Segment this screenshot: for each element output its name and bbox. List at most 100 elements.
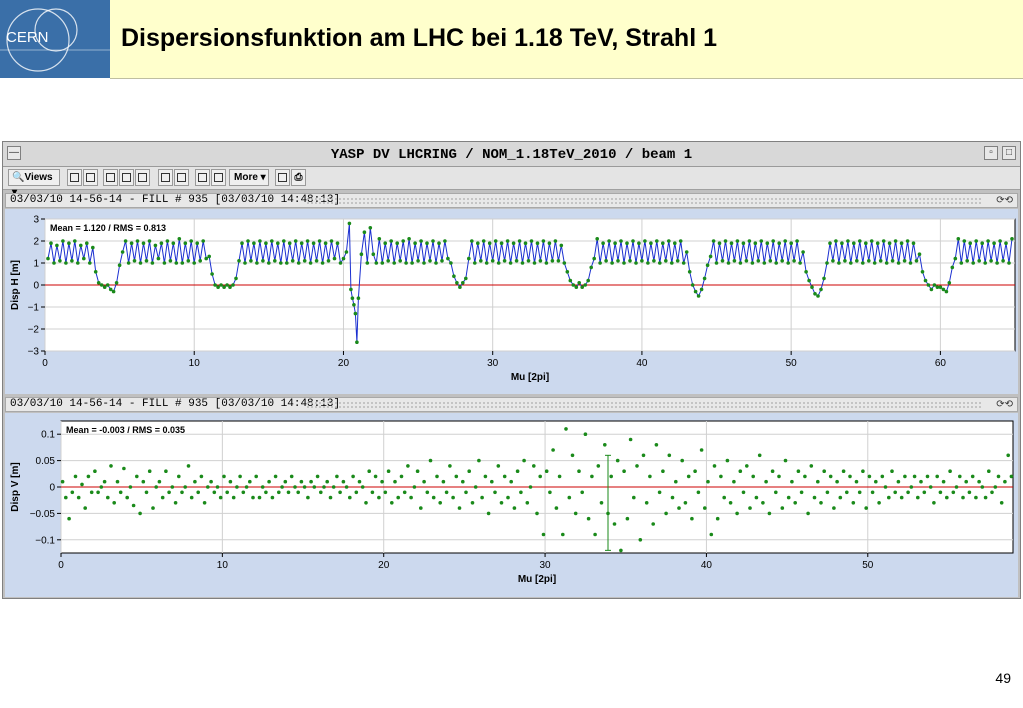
data-point — [556, 259, 561, 263]
export-button[interactable] — [275, 169, 290, 186]
data-point — [108, 287, 113, 292]
window-minimize-button[interactable]: ▫ — [984, 146, 998, 160]
data-point — [958, 474, 962, 479]
data-point — [204, 256, 208, 261]
data-point — [428, 458, 433, 463]
data-point — [93, 469, 97, 473]
panel-header-text: 03/03/10 14-56-14 - FILL # 935 [03/03/10… — [10, 398, 341, 410]
data-point — [538, 474, 542, 479]
data-point — [267, 479, 271, 484]
data-point — [941, 287, 946, 292]
panel-refresh-icon[interactable]: ⟳⟲ — [996, 399, 1013, 410]
window-menu-button[interactable]: — — [7, 146, 21, 160]
data-point — [422, 261, 426, 265]
data-point — [102, 479, 107, 484]
data-point — [273, 259, 277, 263]
panel-drag-handle[interactable] — [306, 401, 983, 408]
layout-columns-button[interactable] — [103, 169, 118, 186]
data-point — [79, 243, 83, 248]
data-point — [326, 259, 331, 263]
edit-icon — [161, 173, 170, 182]
data-point — [950, 265, 955, 270]
layout-split-button[interactable] — [83, 169, 98, 186]
more-button[interactable]: More ▾ — [229, 169, 269, 186]
layout-table-button[interactable] — [135, 169, 150, 186]
data-point — [83, 506, 87, 510]
data-point — [186, 464, 191, 468]
y-tick-label: 1 — [33, 259, 39, 270]
data-point — [535, 511, 539, 516]
data-point — [883, 485, 888, 489]
stats-annotation: Mean = -0.003 / RMS = 0.035 — [66, 425, 185, 435]
print-button[interactable]: ⎙ — [291, 169, 306, 186]
data-point — [368, 226, 373, 230]
data-point — [738, 261, 743, 265]
data-point — [402, 490, 407, 495]
data-point — [435, 474, 439, 479]
data-point — [490, 259, 495, 263]
list-button[interactable] — [174, 169, 189, 186]
data-point — [129, 241, 134, 245]
data-point — [234, 276, 238, 281]
layout-grid-button[interactable] — [67, 169, 82, 186]
data-point — [225, 490, 229, 495]
data-point — [170, 485, 175, 489]
data-point — [215, 485, 220, 489]
data-point — [720, 259, 725, 263]
edit-button[interactable] — [158, 169, 173, 186]
panel-refresh-icon[interactable]: ⟳⟲ — [996, 195, 1013, 206]
panel-drag-handle[interactable] — [306, 197, 983, 204]
data-point — [717, 241, 722, 245]
data-point — [228, 479, 233, 484]
data-point — [174, 261, 179, 265]
data-point — [312, 485, 317, 489]
data-point — [573, 511, 578, 516]
data-point — [609, 474, 613, 479]
data-point — [798, 261, 802, 265]
data-point — [356, 296, 361, 300]
data-point — [386, 259, 391, 263]
x-tick-label: 30 — [540, 560, 552, 571]
y-tick-label: 0.05 — [36, 456, 56, 467]
spreadsheet-button[interactable] — [211, 169, 226, 186]
data-point — [428, 259, 432, 263]
data-point — [590, 474, 594, 479]
data-point — [547, 241, 552, 245]
data-point — [52, 261, 56, 265]
x-tick-label: 20 — [338, 358, 350, 369]
x-axis-label: Mu [2pi] — [518, 574, 556, 585]
window-maximize-button[interactable]: □ — [1002, 146, 1016, 160]
data-point — [722, 495, 726, 500]
data-point — [783, 239, 787, 243]
data-point — [774, 490, 778, 495]
data-point — [341, 479, 346, 484]
data-point — [977, 259, 981, 263]
data-point — [801, 250, 805, 254]
data-point — [91, 245, 95, 250]
data-point — [305, 239, 310, 243]
data-point — [461, 281, 465, 285]
data-point — [567, 495, 572, 500]
data-point — [231, 283, 235, 287]
data-point — [893, 490, 897, 495]
data-point — [807, 278, 811, 283]
data-point — [431, 239, 435, 243]
blank-button[interactable] — [195, 169, 210, 186]
data-point — [729, 241, 734, 245]
data-point — [890, 469, 894, 473]
data-point — [46, 256, 50, 261]
data-point — [306, 495, 310, 500]
data-point — [249, 259, 253, 263]
data-point — [861, 469, 865, 473]
data-point — [64, 261, 68, 265]
views-button[interactable]: 🔍Views ▾ — [8, 169, 60, 198]
data-point — [968, 241, 972, 245]
data-point — [846, 239, 850, 243]
data-point — [967, 490, 972, 495]
data-point — [332, 256, 337, 261]
data-point — [951, 490, 956, 495]
data-point — [677, 506, 681, 510]
data-point — [999, 501, 1004, 505]
data-point — [173, 501, 178, 505]
layout-rows-button[interactable] — [119, 169, 134, 186]
